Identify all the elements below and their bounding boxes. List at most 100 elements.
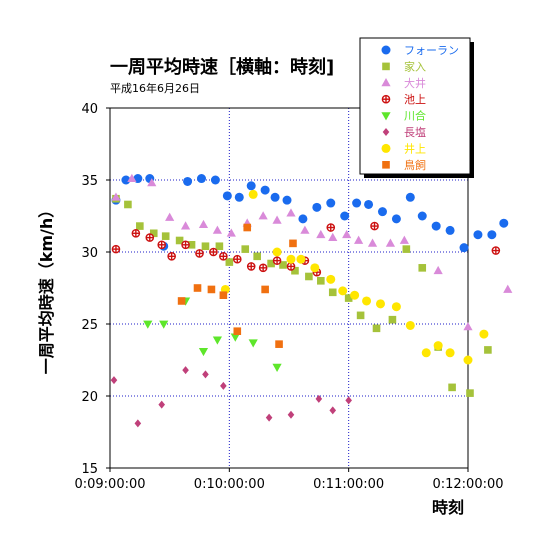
data-point — [431, 221, 441, 231]
data-point — [198, 347, 209, 357]
data-point — [328, 232, 338, 241]
data-point — [326, 198, 336, 208]
data-point — [405, 320, 415, 330]
data-point — [220, 381, 227, 390]
data-point — [287, 410, 295, 419]
data-point — [196, 174, 206, 184]
data-point — [198, 219, 209, 229]
data-point — [177, 297, 186, 305]
legend-item: 長塩 — [382, 125, 426, 139]
data-point — [246, 181, 256, 191]
data-point — [182, 366, 189, 375]
data-point — [402, 245, 411, 253]
data-point — [111, 244, 121, 254]
data-point — [165, 212, 175, 221]
data-point — [195, 249, 204, 258]
y-tick-label: 35 — [81, 174, 98, 189]
data-point — [286, 262, 296, 271]
legend-label: 川合 — [404, 109, 426, 123]
data-point — [201, 242, 210, 251]
legend-marker — [382, 128, 390, 136]
data-point — [312, 202, 322, 212]
data-point — [356, 311, 365, 320]
series-4 — [111, 221, 501, 277]
data-point — [234, 192, 244, 202]
data-point — [219, 252, 228, 261]
chart-title: 一周平均時速［横軸：時刻] — [110, 56, 334, 78]
data-point — [210, 175, 220, 185]
legend-marker — [381, 78, 391, 87]
data-point — [219, 291, 228, 299]
x-tick-label: 0:10:00:00 — [194, 477, 265, 492]
data-point — [385, 238, 396, 247]
data-point — [183, 176, 193, 186]
x-axis-label: 時刻 — [432, 498, 464, 517]
data-point — [503, 284, 513, 293]
data-point — [209, 247, 218, 257]
data-point — [377, 207, 387, 217]
data-point — [260, 185, 270, 195]
series-6 — [110, 366, 352, 428]
data-point — [180, 221, 191, 230]
data-point — [121, 175, 131, 185]
x-tick-label: 0:09:00:00 — [74, 477, 145, 492]
data-point — [418, 264, 427, 272]
legend-item: 家入 — [382, 59, 426, 73]
data-point — [167, 252, 176, 261]
legend-item: フォーラン — [381, 44, 459, 57]
legend-item: 鳥飼 — [382, 158, 426, 172]
data-point — [127, 173, 137, 182]
data-point — [258, 263, 268, 273]
data-point — [445, 225, 455, 235]
data-point — [230, 333, 240, 342]
data-point — [362, 296, 372, 306]
data-point — [340, 211, 350, 221]
data-point — [248, 339, 258, 348]
data-point — [286, 254, 296, 264]
data-point — [161, 232, 170, 240]
data-point — [296, 254, 306, 264]
data-point — [253, 252, 261, 261]
data-point — [499, 218, 509, 228]
data-point — [448, 383, 456, 392]
data-point — [466, 389, 474, 397]
data-point — [417, 211, 427, 221]
legend-label: 大井 — [404, 76, 426, 90]
data-point — [232, 254, 242, 264]
series-3 — [111, 173, 513, 331]
data-point — [491, 246, 501, 255]
legend-item: 池上 — [381, 93, 426, 106]
data-point — [136, 222, 144, 230]
data-point — [421, 348, 431, 358]
data-point — [134, 419, 142, 428]
series-7 — [220, 189, 489, 365]
data-point — [131, 228, 141, 238]
data-point — [352, 198, 362, 208]
data-point — [261, 285, 269, 294]
data-point — [367, 238, 378, 247]
data-point — [329, 406, 337, 415]
data-point — [317, 277, 325, 285]
data-point — [350, 290, 360, 300]
data-point — [212, 225, 222, 234]
data-point — [463, 322, 473, 331]
series-5 — [143, 297, 282, 372]
legend-item: 川合 — [381, 109, 426, 123]
data-point — [225, 258, 234, 266]
data-point — [300, 225, 310, 234]
y-axis: 15 20 25 30 35 40 — [81, 102, 110, 477]
data-point — [282, 195, 292, 205]
data-point — [110, 376, 118, 385]
legend-label: 家入 — [404, 59, 426, 73]
data-point — [243, 223, 252, 232]
data-point — [149, 229, 158, 238]
data-point — [272, 363, 282, 372]
data-point — [484, 346, 492, 354]
data-point — [207, 285, 216, 294]
data-point — [328, 288, 337, 297]
legend-label: 池上 — [404, 93, 426, 106]
data-point — [267, 259, 275, 268]
data-point — [364, 199, 374, 209]
data-point — [399, 235, 409, 244]
